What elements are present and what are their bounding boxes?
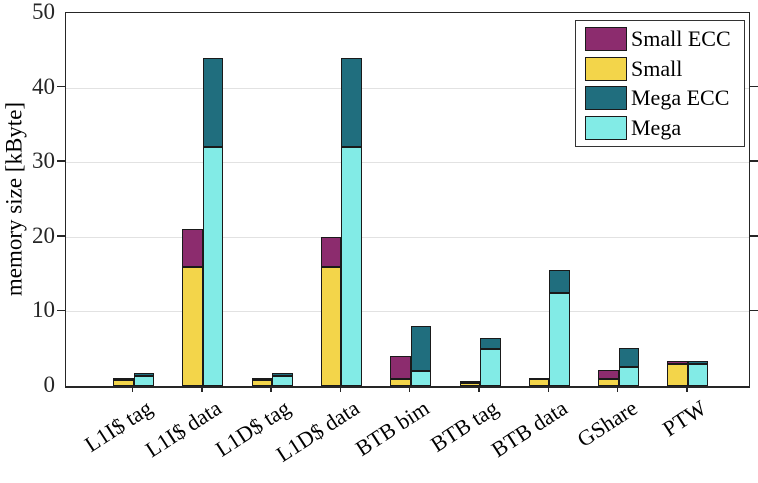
legend-label: Small ECC: [631, 26, 731, 52]
y-tick-left: [57, 309, 65, 312]
x-tick: [616, 387, 619, 392]
bar-segment-mega: [202, 147, 224, 386]
legend-label: Small: [631, 55, 683, 81]
legend-swatch-mega: [585, 115, 627, 140]
x-tick-label: GShare: [572, 395, 642, 452]
legend-label: Mega ECC: [631, 85, 730, 111]
y-tick-label: 20: [32, 222, 55, 248]
y-tick-label: 50: [32, 0, 55, 24]
bar-segment-mega-ecc: [480, 337, 501, 349]
x-tick: [201, 387, 203, 392]
y-tick-right: [749, 85, 758, 88]
bar-segment-mega: [272, 376, 293, 386]
bar-segment-mega: [480, 348, 501, 386]
y-tick-right: [749, 309, 758, 312]
bar-segment-mega-ecc: [687, 361, 709, 364]
bar-segment-mega: [341, 147, 362, 386]
bar-segment-mega-ecc: [133, 373, 154, 377]
bar-segment-mega-ecc: [272, 373, 293, 377]
bar-segment-small: [182, 266, 203, 386]
legend-entry: Small ECC: [585, 26, 744, 53]
legend-entry: Small: [585, 55, 744, 82]
legend-swatch-small-ecc: [585, 27, 627, 52]
bar-segment-mega: [410, 371, 432, 386]
legend-entry: Mega: [585, 114, 744, 141]
y-tick-left: [57, 85, 65, 88]
bar-segment-small: [320, 266, 342, 386]
bar-segment-small-ecc: [667, 361, 688, 365]
bar-segment-mega-ecc: [410, 326, 432, 372]
bar-segment-small-ecc: [598, 370, 619, 379]
bar-segment-small: [113, 380, 134, 386]
x-tick: [131, 387, 134, 392]
bar-segment-mega: [549, 292, 570, 386]
y-tick-right: [749, 235, 758, 237]
bar-segment-small: [251, 380, 273, 386]
bar-segment-small-ecc: [251, 378, 273, 381]
legend-swatch-small: [585, 56, 627, 81]
y-tick-left: [57, 160, 65, 162]
bar-segment-small-ecc: [528, 377, 550, 380]
legend: Small ECC Small Mega ECC Mega: [575, 20, 745, 147]
legend-label: Mega: [631, 114, 682, 140]
bar-segment-small-ecc: [390, 356, 411, 379]
x-tick: [408, 387, 411, 392]
x-tick-label: PTW: [657, 395, 711, 442]
bar-segment-small: [667, 364, 688, 386]
gridline: [66, 236, 749, 238]
y-tick-label: 0: [43, 372, 56, 397]
x-tick-label: L1I$ data: [140, 395, 226, 463]
bar-segment-small-ecc: [113, 378, 134, 381]
x-tick: [339, 387, 342, 392]
gridline: [66, 162, 749, 164]
x-tick-label: BTB data: [487, 395, 572, 463]
y-axis-label: memory size [kByte]: [1, 101, 27, 297]
legend-swatch-mega-ecc: [585, 86, 627, 111]
gridline: [66, 311, 749, 313]
x-tick: [686, 387, 688, 392]
y-tick-label: 40: [32, 73, 55, 99]
bar-segment-small-ecc: [320, 236, 342, 267]
bar-segment-mega-ecc: [618, 347, 640, 367]
bar-segment-small: [390, 378, 411, 386]
x-tick-label: BTB bim: [350, 395, 434, 461]
bar-segment-small-ecc: [182, 229, 203, 267]
y-tick-left: [57, 235, 65, 237]
x-tick: [478, 387, 480, 392]
bar-segment-mega-ecc: [549, 270, 570, 293]
bar-segment-mega: [133, 376, 154, 386]
bar-segment-small: [528, 379, 550, 386]
bar-segment-mega: [618, 366, 640, 386]
gridline: [66, 87, 749, 89]
y-tick-label: 10: [32, 297, 55, 323]
bar-segment-small-ecc: [459, 381, 480, 384]
legend-entry: Mega ECC: [585, 85, 744, 112]
y-tick-label: 30: [32, 148, 55, 174]
x-tick: [270, 387, 272, 392]
bar-segment-mega-ecc: [202, 57, 224, 148]
bar-segment-small: [598, 378, 619, 386]
x-tick: [547, 387, 550, 392]
bar-segment-small: [459, 383, 480, 386]
bar-segment-mega: [687, 363, 709, 386]
bar-segment-mega-ecc: [341, 57, 362, 148]
y-tick-right: [749, 160, 758, 162]
